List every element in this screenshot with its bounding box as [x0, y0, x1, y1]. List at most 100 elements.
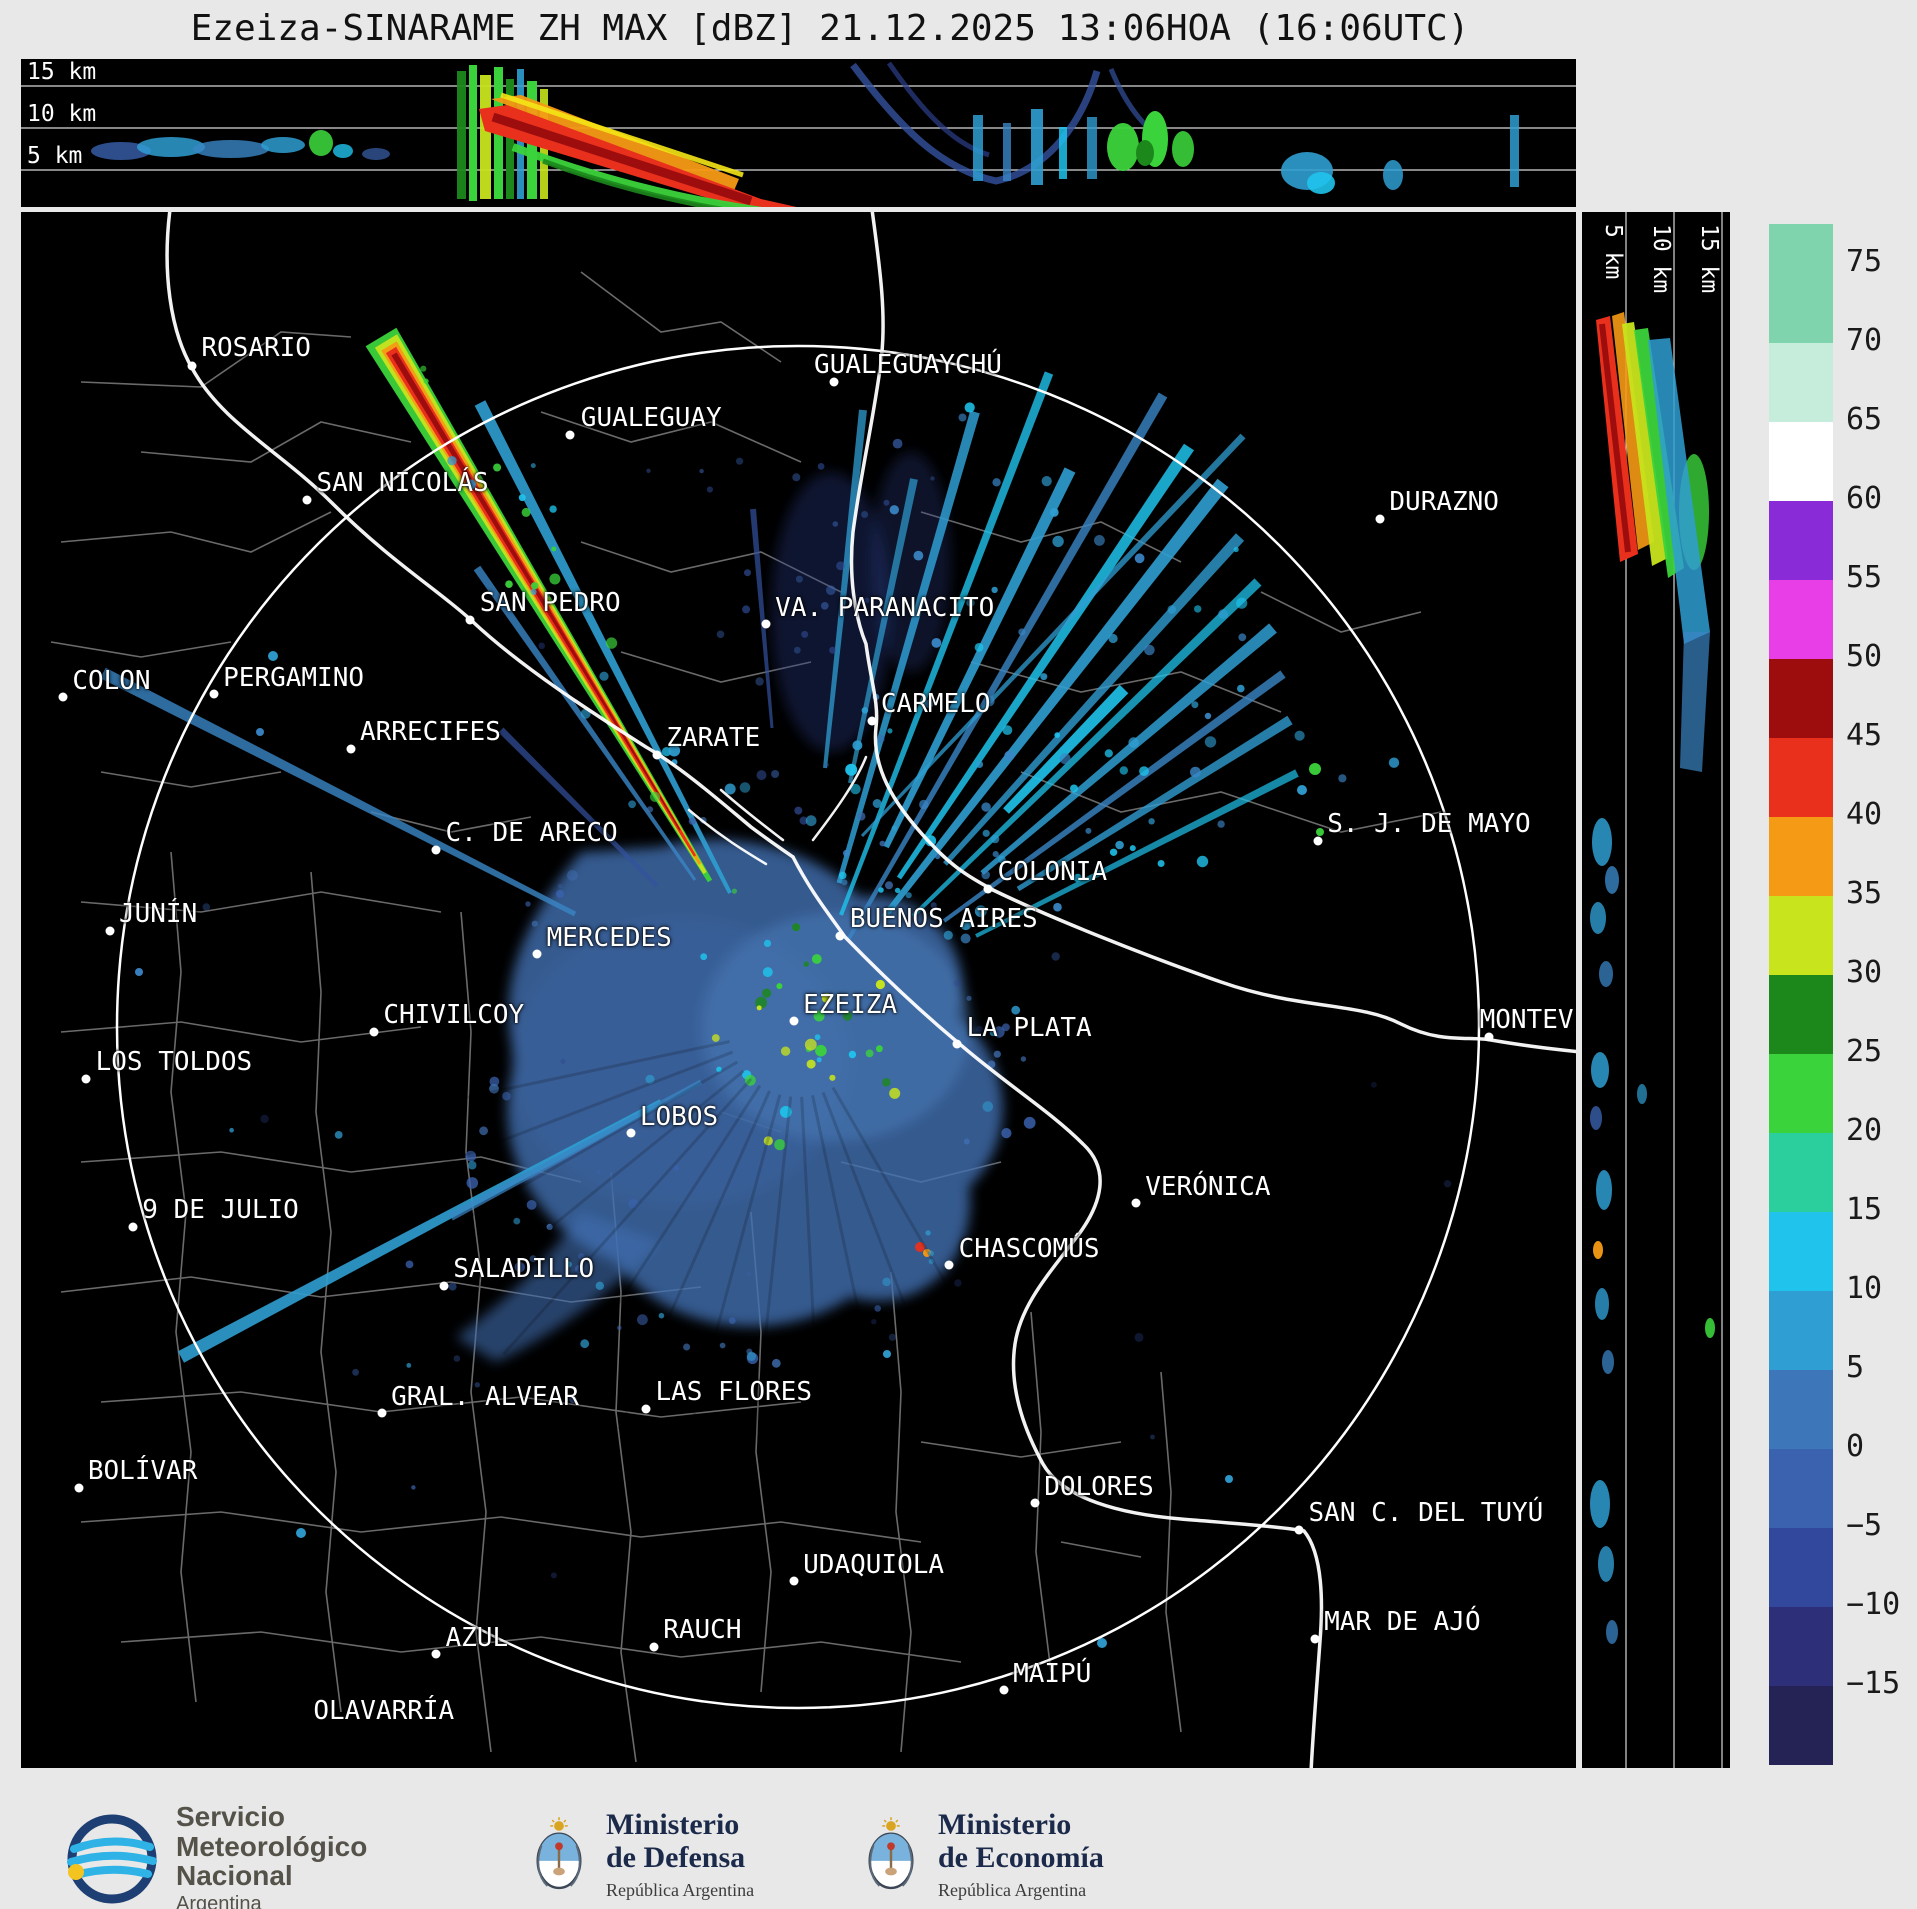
city-label-maip-: MAIPÚ [1013, 1658, 1092, 1689]
defensa-sub: República Argentina [606, 1880, 755, 1900]
colorbar-tick: 15 [1846, 1191, 1883, 1227]
city-dot-rosario [187, 361, 197, 371]
city-label-rauch: RAUCH [663, 1615, 742, 1646]
city-label-va-paranacito: VA. PARANACITO [775, 592, 995, 623]
smn-logo [67, 1814, 157, 1904]
colorbar-tick: 5 [1846, 1349, 1865, 1385]
cross-section-right: 5 km 10 km 15 km [1582, 212, 1730, 1768]
colorbar-segment [1769, 263, 1833, 344]
colorbar-segment [1769, 1132, 1833, 1212]
colorbar-tick: 25 [1846, 1033, 1883, 1069]
city-label-san-pedro: SAN PEDRO [479, 588, 621, 619]
city-dot-chascom-s [944, 1260, 954, 1270]
colorbar-tick: 45 [1846, 718, 1883, 754]
city-label-pergamino: PERGAMINO [223, 662, 365, 693]
city-dot-azul [431, 1649, 441, 1659]
colorbar-tick: 60 [1846, 481, 1883, 517]
city-dot-mar-de-aj- [1310, 1634, 1320, 1644]
colorbar-segment [1769, 421, 1833, 501]
city-dot-dolores [1030, 1498, 1040, 1508]
economia-line-1: Ministerio [938, 1808, 1072, 1841]
colorbar-tick: −10 [1846, 1586, 1901, 1622]
city-dot-rauch [649, 1642, 659, 1652]
city-dot-pergamino [209, 689, 219, 699]
city-dot-san-nicol-s [302, 495, 312, 505]
city-dot-ezeiza [789, 1016, 799, 1026]
colorbar-segment [1769, 1211, 1833, 1291]
radar-ray-texture [367, 1040, 1020, 1467]
economia-sub: República Argentina [938, 1880, 1087, 1900]
city-label-azul: AZUL [445, 1622, 509, 1653]
city-label-ezeiza: EZEIZA [803, 989, 898, 1020]
city-dot-gral-alvear [377, 1408, 387, 1418]
height-gridlines-top [21, 85, 1576, 171]
city-label-montevideo: MONTEVIDEO [1479, 1005, 1576, 1036]
city-label-chascom-s: CHASCOMÚS [958, 1233, 1100, 1264]
city-label-durazno: DURAZNO [1389, 486, 1499, 517]
colorbar-segment [1769, 1053, 1833, 1133]
colorbar-segment [1769, 1527, 1833, 1607]
colorbar-segment [1769, 816, 1833, 896]
city-label-udaquiola: UDAQUIOLA [803, 1549, 945, 1580]
colorbar-segment [1769, 1448, 1833, 1528]
colorbar-tick: 55 [1846, 560, 1883, 596]
colorbar-segment [1769, 1369, 1833, 1449]
city-dot-arrecifes [346, 744, 356, 754]
city-dot-chivilcoy [369, 1027, 379, 1037]
colorbar-tick: 35 [1846, 876, 1883, 912]
city-label-san-c-del-tuy-: SAN C. DEL TUYÚ [1308, 1498, 1544, 1529]
economia-line-2: de Economía [938, 1841, 1104, 1874]
city-dot-jun-n [105, 926, 115, 936]
colorbar-segment [1769, 342, 1833, 423]
echo-speckles [202, 365, 1452, 1579]
city-dot-mercedes [532, 949, 542, 959]
smn-line-1: Servicio [176, 1801, 285, 1832]
city-dot-durazno [1375, 514, 1385, 524]
colorbar-segment [1769, 737, 1833, 817]
city-dot-las-flores [641, 1404, 651, 1414]
city-label-buenos-aires: BUENOS AIRES [849, 903, 1038, 934]
city-label-olavarr-a: OLAVARRÍA [313, 1695, 455, 1726]
city-dot-9-de-julio [128, 1222, 138, 1231]
city-label-la-plata: LA PLATA [966, 1012, 1092, 1043]
city-label-colon: COLON [72, 665, 151, 696]
colorbar-tick: −5 [1846, 1507, 1883, 1543]
uruguay-river [849, 212, 995, 892]
city-dot-gualeguay [565, 430, 575, 439]
city-label-san-nicol-s: SAN NICOLÁS [316, 468, 489, 499]
colorbar-segment [1769, 895, 1833, 975]
south-coast [791, 855, 1324, 1768]
colorbar-segment [1769, 500, 1833, 580]
height-label-5km: 5 km [27, 143, 83, 169]
city-dot-s-j-de-mayo [1313, 836, 1323, 846]
city-dot-la-plata [952, 1039, 962, 1049]
defensa-line-1: Ministerio [606, 1808, 740, 1841]
smn-line-3: Nacional [176, 1860, 293, 1892]
range-ring [115, 344, 1481, 1710]
city-label-dolores: DOLORES [1044, 1471, 1154, 1502]
colorbar [1769, 224, 1833, 1765]
city-label-los-toldos: LOS TOLDOS [95, 1047, 253, 1078]
city-dot-bol-var [74, 1483, 84, 1493]
city-label-s-j-de-mayo: S. J. DE MAYO [1327, 809, 1531, 840]
city-dot-san-c-del-tuy- [1294, 1525, 1304, 1535]
city-dot-c-de-areco [431, 845, 441, 855]
height-label-right: 15 km [1696, 224, 1722, 293]
colorbar-tick: 70 [1846, 323, 1883, 359]
argentina-crest-icon [528, 1816, 590, 1894]
cross-section-echoes-right [1590, 312, 1715, 1644]
colorbar-segment [1769, 974, 1833, 1054]
city-dot-ver-nica [1131, 1198, 1141, 1208]
city-dot-lobos [626, 1128, 636, 1138]
colorbar-segment [1769, 579, 1833, 659]
city-label-mar-de-aj-: MAR DE AJÓ [1324, 1607, 1481, 1638]
city-label-mercedes: MERCEDES [546, 922, 672, 953]
city-dot-gualeguaych- [829, 377, 839, 387]
city-label-arrecifes: ARRECIFES [359, 717, 501, 748]
argentina-crest-icon [860, 1816, 922, 1894]
smn-brand: Servicio Meteorológico Nacional Argentin… [64, 1802, 367, 1909]
smn-country: Argentina [176, 1893, 262, 1909]
city-label-gualeguay: GUALEGUAY [580, 402, 722, 433]
city-dot-colon [58, 692, 68, 702]
city-label-jun-n: JUNÍN [118, 899, 198, 930]
